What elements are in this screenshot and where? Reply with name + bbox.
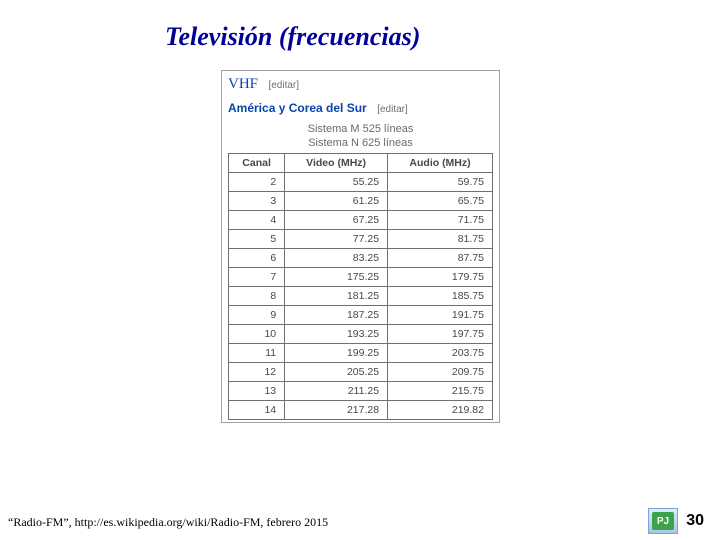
col-canal: Canal — [229, 154, 285, 173]
system-lines: Sistema M 525 líneas Sistema N 625 línea… — [228, 123, 493, 149]
table-cell: 175.25 — [285, 268, 388, 287]
table-row: 7175.25179.75 — [229, 268, 493, 287]
table-row: 10193.25197.75 — [229, 325, 493, 344]
table-cell: 67.25 — [285, 211, 388, 230]
system-line-1: Sistema M 525 líneas — [228, 123, 493, 135]
table-cell: 81.75 — [388, 230, 493, 249]
region-heading-line: América y Corea del Sur [editar] — [228, 99, 493, 117]
table-cell: 3 — [229, 192, 285, 211]
table-cell: 181.25 — [285, 287, 388, 306]
table-row: 14217.28219.82 — [229, 401, 493, 420]
table-row: 8181.25185.75 — [229, 287, 493, 306]
vhf-heading: VHF — [228, 76, 258, 92]
table-cell: 10 — [229, 325, 285, 344]
table-row: 683.2587.75 — [229, 249, 493, 268]
table-cell: 87.75 — [388, 249, 493, 268]
logo-text: PJ — [652, 512, 674, 530]
table-cell: 14 — [229, 401, 285, 420]
table-cell: 8 — [229, 287, 285, 306]
table-row: 255.2559.75 — [229, 173, 493, 192]
table-cell: 185.75 — [388, 287, 493, 306]
table-cell: 9 — [229, 306, 285, 325]
table-row: 12205.25209.75 — [229, 363, 493, 382]
table-row: 361.2565.75 — [229, 192, 493, 211]
table-row: 11199.25203.75 — [229, 344, 493, 363]
table-cell: 219.82 — [388, 401, 493, 420]
edit-link-vhf[interactable]: [editar] — [268, 80, 299, 91]
vhf-heading-line: VHF [editar] — [228, 75, 493, 93]
table-cell: 83.25 — [285, 249, 388, 268]
table-cell: 179.75 — [388, 268, 493, 287]
footer-citation: “Radio-FM”, http://es.wikipedia.org/wiki… — [8, 515, 328, 530]
table-cell: 11 — [229, 344, 285, 363]
table-cell: 71.75 — [388, 211, 493, 230]
table-cell: 191.75 — [388, 306, 493, 325]
table-cell: 193.25 — [285, 325, 388, 344]
table-cell: 4 — [229, 211, 285, 230]
slide-title: Televisión (frecuencias) — [165, 22, 420, 52]
content-panel: VHF [editar] América y Corea del Sur [ed… — [221, 70, 500, 423]
table-cell: 12 — [229, 363, 285, 382]
table-cell: 187.25 — [285, 306, 388, 325]
region-heading: América y Corea del Sur — [228, 101, 367, 115]
table-row: 9187.25191.75 — [229, 306, 493, 325]
col-audio: Audio (MHz) — [388, 154, 493, 173]
table-row: 13211.25215.75 — [229, 382, 493, 401]
table-cell: 215.75 — [388, 382, 493, 401]
table-cell: 5 — [229, 230, 285, 249]
table-cell: 2 — [229, 173, 285, 192]
table-cell: 77.25 — [285, 230, 388, 249]
table-cell: 199.25 — [285, 344, 388, 363]
table-cell: 217.28 — [285, 401, 388, 420]
table-header-row: Canal Video (MHz) Audio (MHz) — [229, 154, 493, 173]
table-cell: 13 — [229, 382, 285, 401]
edit-link-region[interactable]: [editar] — [377, 104, 408, 115]
table-cell: 7 — [229, 268, 285, 287]
table-cell: 197.75 — [388, 325, 493, 344]
table-cell: 55.25 — [285, 173, 388, 192]
table-cell: 65.75 — [388, 192, 493, 211]
page-number: 30 — [686, 512, 704, 530]
table-cell: 209.75 — [388, 363, 493, 382]
table-cell: 6 — [229, 249, 285, 268]
table-cell: 205.25 — [285, 363, 388, 382]
table-cell: 59.75 — [388, 173, 493, 192]
table-cell: 203.75 — [388, 344, 493, 363]
table-cell: 211.25 — [285, 382, 388, 401]
table-cell: 61.25 — [285, 192, 388, 211]
table-row: 577.2581.75 — [229, 230, 493, 249]
frequency-table: Canal Video (MHz) Audio (MHz) 255.2559.7… — [228, 153, 493, 420]
logo-badge: PJ — [648, 508, 678, 534]
col-video: Video (MHz) — [285, 154, 388, 173]
table-row: 467.2571.75 — [229, 211, 493, 230]
system-line-2: Sistema N 625 líneas — [228, 137, 493, 149]
